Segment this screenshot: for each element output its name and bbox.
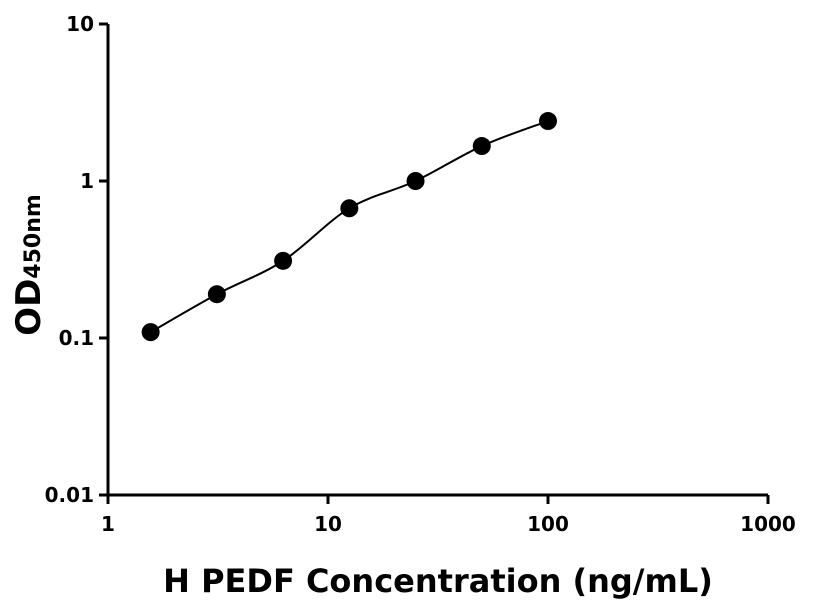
x-tick-label: 1000 (740, 512, 796, 536)
data-point (539, 112, 557, 131)
data-point (207, 285, 226, 304)
data-point (472, 137, 491, 156)
fit-curve (150, 120, 549, 333)
x-tick-label: 100 (527, 512, 569, 536)
data-point (274, 251, 293, 270)
y-tick-label: 1 (80, 169, 94, 193)
x-tick-label: 1 (101, 512, 115, 536)
data-point (141, 323, 160, 342)
x-axis-label: H PEDF Concentration (ng/mL) (163, 562, 713, 600)
data-point (406, 172, 425, 190)
y-tick-label: 10 (66, 12, 94, 36)
data-point (340, 199, 359, 218)
x-tick-label: 10 (314, 512, 342, 536)
y-label-sub: 450nm (21, 194, 46, 279)
y-label-main: OD (9, 279, 49, 336)
y-tick-label: 0.1 (59, 326, 94, 350)
y-axis-label: OD450nm (9, 194, 49, 336)
y-tick-label: 0.01 (45, 483, 94, 507)
